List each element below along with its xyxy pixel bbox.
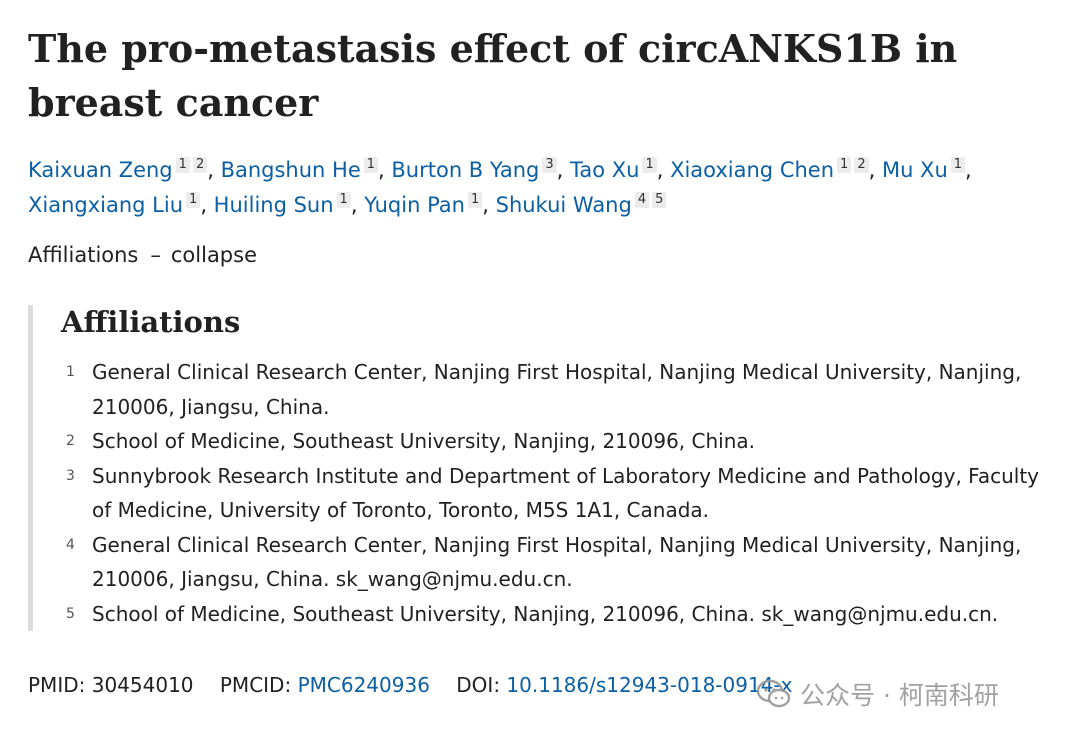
affiliation-ref[interactable]: 2 [854, 157, 869, 173]
affiliation-item: 2 School of Medicine, Southeast Universit… [33, 424, 1063, 459]
affiliation-ref[interactable]: 1 [467, 192, 483, 208]
affiliation-ref[interactable]: 4 [634, 192, 650, 208]
author: Yuqin Pan 1 [364, 192, 483, 217]
author: Tao Xu 1 [569, 157, 657, 182]
affiliation-text: School of Medicine, Southeast University… [92, 429, 755, 453]
author-link[interactable]: Xiangxiang Liu [28, 193, 184, 217]
author-link[interactable]: Bangshun He [220, 158, 361, 182]
wechat-icon [756, 679, 791, 708]
author: Shukui Wang 4 5 [495, 192, 667, 217]
author-link[interactable]: Xiaoxiang Chen [670, 158, 835, 182]
identifiers: PMID: 30454010 PMCID: PMC6240936 DOI: 10… [28, 673, 792, 697]
affiliation-number: 2 [66, 433, 75, 449]
affiliation-ref[interactable]: 1 [186, 192, 201, 208]
author: Huiling Sun 1 [213, 192, 351, 217]
author-link[interactable]: Mu Xu [881, 158, 948, 182]
affiliations-toggle-label: Affiliations [28, 243, 139, 267]
affiliation-item: 5 School of Medicine, Southeast Universit… [33, 597, 1063, 632]
affiliation-number: 4 [66, 536, 75, 553]
pmid-value: 30454010 [91, 673, 194, 697]
author-link[interactable]: Huiling Sun [213, 193, 334, 217]
author-link[interactable]: Burton B Yang [391, 158, 540, 182]
affiliations-panel: Affiliations 1 General Clinical Research … [28, 305, 1063, 631]
affiliations-list: 1 General Clinical Research Center, Nanji… [33, 355, 1063, 631]
affiliation-ref[interactable]: 1 [642, 157, 657, 173]
pmid-label: PMID: [28, 673, 86, 697]
author: Burton B Yang 3 [391, 157, 557, 182]
affiliation-text: General Clinical Research Center, Nanjin… [92, 532, 1022, 592]
affiliation-ref[interactable]: 2 [192, 157, 208, 173]
pmcid-label: PMCID: [219, 673, 292, 697]
affiliations-heading: Affiliations [61, 305, 241, 339]
author-link[interactable]: Shukui Wang [495, 193, 632, 217]
affiliation-ref[interactable]: 1 [336, 192, 351, 208]
affiliation-number: 5 [66, 605, 75, 622]
affiliations-toggle[interactable]: Affiliations – collapse [28, 243, 257, 267]
affiliation-item: 3 Sunnybrook Research Institute and Depar… [33, 459, 1063, 528]
affiliation-ref[interactable]: 5 [652, 192, 667, 208]
affiliation-item: 4 General Clinical Research Center, Nanji… [33, 528, 1063, 597]
affiliation-ref[interactable]: 1 [363, 157, 379, 173]
watermark: 公众号 · 柯南科研 [756, 676, 999, 712]
affiliation-number: 1 [66, 364, 75, 380]
affiliation-text: School of Medicine, Southeast University… [92, 601, 999, 626]
author: Bangshun He 1 [220, 157, 379, 182]
author-link[interactable]: Tao Xu [569, 158, 640, 182]
author-link[interactable]: Kaixuan Zeng [28, 158, 173, 182]
affiliation-ref[interactable]: 1 [950, 157, 966, 173]
collapse-link[interactable]: collapse [170, 243, 257, 267]
author: Kaixuan Zeng 1 2 [28, 157, 208, 182]
affiliation-text: General Clinical Research Center, Nanjin… [92, 360, 1022, 419]
author: Xiaoxiang Chen 1 2 [670, 157, 869, 182]
pmcid-link[interactable]: PMC6240936 [297, 673, 430, 697]
watermark-text: 公众号 · 柯南科研 [800, 681, 999, 710]
doi-link[interactable]: 10.1186/s12943-018-0914-x [506, 673, 793, 697]
author: Mu Xu 1 [881, 157, 966, 182]
affiliation-item: 1 General Clinical Research Center, Nanji… [33, 355, 1063, 424]
affiliation-ref[interactable]: 3 [542, 157, 557, 173]
affiliation-ref[interactable]: 1 [837, 157, 852, 173]
affiliation-number: 3 [66, 467, 75, 484]
author-link[interactable]: Yuqin Pan [364, 193, 465, 217]
author: Xiangxiang Liu 1 [28, 192, 201, 217]
toggle-dash: – [150, 243, 161, 267]
affiliation-text: Sunnybrook Research Institute and Depart… [92, 463, 1039, 523]
article-title: The pro-metastasis effect of circANKS1B … [28, 26, 958, 125]
author-list: Kaixuan Zeng 1 2, Bangshun He 1, Burton B Y… [28, 157, 972, 217]
doi-label: DOI: [456, 673, 501, 697]
affiliation-ref[interactable]: 1 [175, 157, 190, 173]
